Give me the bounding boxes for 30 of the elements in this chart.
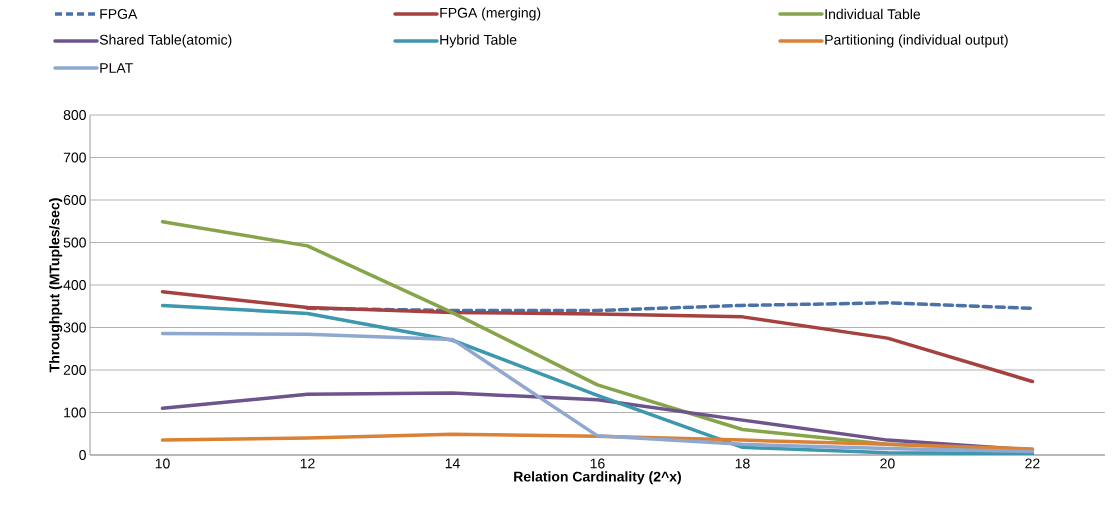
y-tick-label: 600 [63,195,86,205]
x-tick-label: 10 [155,458,170,469]
y-tick-label: 800 [63,110,86,120]
x-tick-label: 22 [1025,458,1040,469]
legend-label: Hybrid Table [440,34,517,48]
line-series [160,303,1035,455]
y-tick-label: 500 [63,237,86,248]
legend-label: FPGA (merging) [440,7,541,21]
y-tick-label: 100 [64,407,86,418]
y-tick-label: 300 [63,322,86,333]
legend-label: Individual Table [825,8,921,20]
x-axis-title: Relation Cardinality (2^x) [514,471,681,485]
x-tick-label: 20 [880,458,895,469]
legend-label: FPGA [100,9,138,19]
y-tick-label: 400 [63,280,86,290]
line-series [305,301,1035,313]
line-series [160,290,1035,384]
legend-label: PLAT [100,63,133,73]
x-tick-label: 16 [590,458,605,469]
legend-label: Partitioning (individual output) [825,34,1008,48]
legend-label: Shared Table(atomic) [99,34,232,48]
line-series [160,432,1035,451]
y-axis-title: Throughput (MTuples/sec) [49,198,63,373]
y-tick-label: 700 [63,152,86,163]
line-series [160,331,1035,454]
x-tick-label: 12 [300,458,315,469]
x-tick-label: 18 [735,458,750,469]
y-tick-label: 0 [79,450,86,460]
y-tick-label: 200 [63,365,86,375]
x-tick-label: 14 [445,458,460,469]
